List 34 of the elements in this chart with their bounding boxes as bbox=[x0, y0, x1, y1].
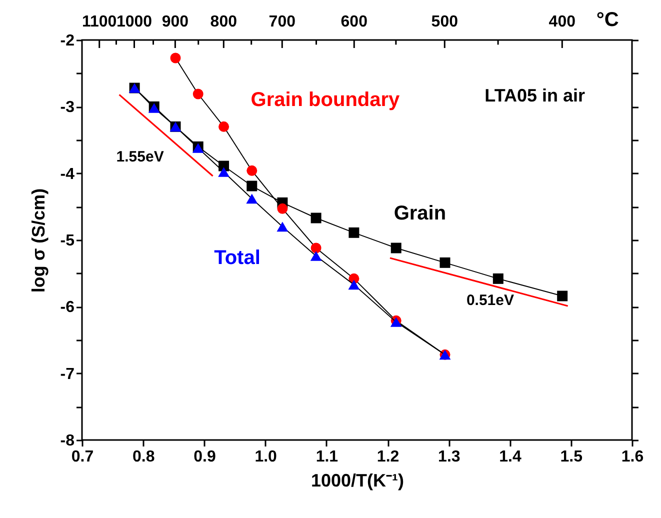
x-tick-label: 0.9 bbox=[194, 448, 216, 466]
text: 700 bbox=[268, 13, 296, 30]
x-tick-label: 1.2 bbox=[376, 448, 400, 466]
series-label: Grain bbox=[394, 202, 446, 224]
x-tick-label: 1.6 bbox=[621, 448, 644, 466]
y-tick-label: -5 bbox=[60, 232, 75, 250]
x-tick-label: 1.0 bbox=[254, 448, 278, 466]
text: 900 bbox=[162, 13, 189, 30]
y-tick-label: -8 bbox=[60, 432, 75, 450]
text: 500 bbox=[431, 13, 458, 30]
annotation: 1.55eV bbox=[116, 148, 164, 166]
text: 600 bbox=[340, 13, 368, 30]
y-tick-label: -2 bbox=[60, 32, 75, 50]
y-axis-title: log σ (S/cm) bbox=[28, 188, 48, 293]
series-label: Grain boundary bbox=[250, 89, 401, 111]
text: 1100 bbox=[82, 13, 117, 30]
annotation: 0.51eV bbox=[466, 292, 514, 309]
y-tick-label: -3 bbox=[60, 99, 75, 116]
x-tick-label: 1.1 bbox=[316, 448, 338, 466]
text: 1000 bbox=[116, 13, 152, 30]
text: 400 bbox=[548, 13, 576, 30]
x-tick-label: 0.8 bbox=[132, 448, 155, 466]
text: 800 bbox=[210, 13, 238, 30]
x-tick-label: 1.5 bbox=[560, 448, 583, 466]
y-tick-label: -4 bbox=[60, 166, 75, 183]
x-axis-title: 1000/T(K⁻¹) bbox=[310, 470, 404, 490]
annotation: LTA05 in air bbox=[484, 86, 586, 106]
y-tick-label: -6 bbox=[60, 299, 75, 316]
x-tick-label: 1.4 bbox=[499, 448, 522, 466]
series-label: Total bbox=[214, 247, 260, 269]
x-tick-label: 1.3 bbox=[438, 448, 460, 466]
text: °C bbox=[596, 9, 619, 31]
y-tick-label: -7 bbox=[60, 366, 75, 383]
x-tick-label: 0.7 bbox=[71, 448, 94, 466]
